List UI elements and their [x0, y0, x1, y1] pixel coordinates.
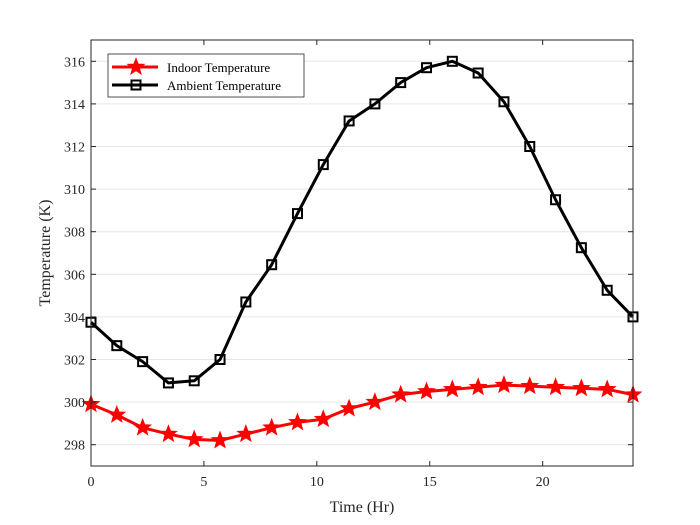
data-point-ambient [317, 159, 329, 171]
data-point-ambient [291, 208, 303, 220]
x-tick-label: 0 [88, 475, 95, 490]
y-tick-label: 302 [64, 354, 85, 369]
data-point-ambient [524, 141, 536, 152]
data-point-indoor [288, 412, 307, 431]
legend-indoor-star-icon [126, 57, 146, 76]
series-layer [81, 55, 643, 449]
x-axis-label: Time (Hr) [330, 499, 395, 516]
legend-item-indoor: Indoor Temperature [112, 57, 270, 76]
legend-item-ambient: Ambient Temperature [112, 78, 281, 93]
data-point-ambient [266, 259, 278, 271]
axis-ticks: 298 300 302 304 306 308 310 312 314 316 0 5 10 15 20 [64, 40, 633, 490]
x-tick-label: 20 [536, 475, 550, 490]
data-point-indoor [133, 417, 153, 436]
data-point-indoor [546, 377, 565, 396]
data-point-indoor [391, 384, 411, 403]
data-point-indoor [262, 417, 282, 436]
data-point-ambient [214, 354, 226, 365]
y-tick-label: 300 [64, 396, 85, 411]
series-line-indoor [90, 383, 634, 442]
data-point-indoor [494, 375, 514, 394]
series-line-ambient [89, 59, 635, 385]
y-tick-label: 298 [64, 439, 85, 454]
data-point-ambient [162, 377, 174, 389]
data-point-ambient [188, 375, 200, 387]
legend-ambient-square-icon [130, 79, 142, 91]
data-point-indoor [236, 424, 256, 443]
y-tick-label: 314 [64, 98, 85, 113]
data-point-indoor [184, 429, 204, 448]
data-point-ambient [575, 242, 587, 254]
x-tick-label: 10 [310, 475, 324, 490]
data-point-ambient [111, 340, 123, 352]
data-point-indoor [468, 377, 488, 396]
y-tick-label: 312 [64, 141, 85, 156]
data-point-ambient [550, 194, 562, 206]
x-tick-label: 5 [200, 475, 207, 490]
y-tick-label: 316 [64, 55, 85, 70]
legend: Indoor Temperature Ambient Temperature [107, 53, 305, 98]
y-tick-label: 306 [64, 268, 85, 283]
data-point-ambient [137, 356, 149, 368]
data-point-indoor [159, 424, 178, 443]
data-point-ambient [395, 77, 407, 89]
data-point-indoor [107, 404, 127, 423]
y-tick-label: 310 [64, 183, 85, 198]
data-point-ambient [601, 284, 613, 296]
grid-lines [91, 60, 633, 446]
data-point-indoor [313, 409, 333, 428]
plot-frame [90, 39, 634, 467]
data-point-ambient [343, 115, 355, 127]
data-point-indoor [520, 376, 540, 395]
data-point-indoor [210, 430, 230, 449]
x-tick-label: 15 [423, 475, 437, 490]
data-point-indoor [339, 398, 359, 417]
y-axis-label: Temperature (K) [37, 200, 54, 307]
data-point-ambient [421, 62, 433, 74]
data-point-indoor [597, 379, 617, 398]
y-tick-label: 304 [64, 311, 85, 326]
legend-ambient-label: Ambient Temperature [167, 78, 281, 93]
series-ambient [85, 55, 639, 389]
data-point-indoor [417, 381, 436, 400]
data-point-indoor [365, 392, 385, 411]
data-point-ambient [240, 296, 252, 308]
series-indoor [81, 375, 643, 449]
data-point-indoor [571, 378, 591, 397]
data-point-ambient [498, 96, 510, 108]
data-point-ambient [472, 67, 484, 79]
data-point-ambient [369, 98, 381, 110]
data-point-ambient [446, 55, 458, 67]
legend-indoor-label: Indoor Temperature [167, 60, 270, 75]
y-tick-label: 308 [64, 226, 85, 241]
data-point-indoor [442, 379, 462, 398]
